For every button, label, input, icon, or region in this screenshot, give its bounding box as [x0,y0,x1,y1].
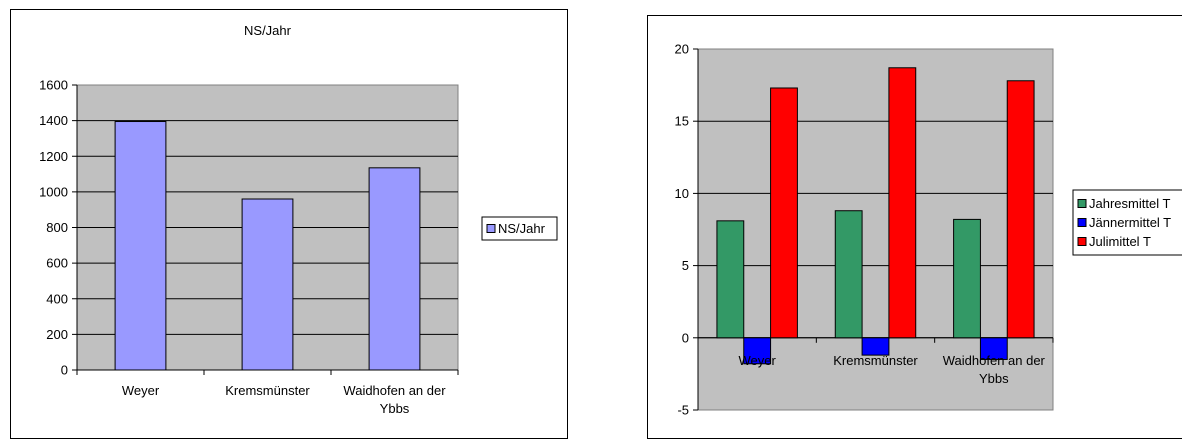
bar-ns-jahr-kremsmunster [241,198,294,371]
y-tick-label: 400 [46,291,68,306]
bar-julimittel-t-kremsmunster [888,67,917,339]
legend [1072,189,1182,256]
bar-ns-jahr-waidhofen-an-der-ybbs [368,167,421,371]
x-tick-label-kremsmunster: Kremsmünster [833,353,918,368]
x-tick-label-line: Ybbs [380,401,410,416]
y-tick-label: 5 [682,258,689,273]
y-tick-label: 1000 [39,184,68,199]
bar-ns-jahr-weyer [114,121,167,371]
bar-julimittel-t-waidhofen-an-der-ybbs [1006,80,1035,339]
y-tick-label: 200 [46,327,68,342]
y-tick-label: -5 [677,403,689,418]
bar-jahresmittel-t-waidhofen-an-der-ybbs [953,218,981,339]
x-tick-label-kremsmunster: Kremsmünster [225,383,310,398]
y-tick-label: 1400 [39,113,68,128]
x-tick-label-line: Waidhofen an der [943,353,1046,368]
legend-label-julimittel-t: Julimittel T [1089,234,1151,249]
y-tick-label: 15 [675,114,689,129]
x-tick-label-line: Ybbs [979,371,1009,386]
x-tick-label-weyer: Weyer [739,353,777,368]
chart-title: NS/Jahr [244,23,292,38]
x-tick-label-waidhofen-an-der-ybbs: Waidhofen an der Ybbs [343,383,446,416]
y-tick-label: 0 [61,363,68,378]
legend-label-jannermittel-t: Jännermittel T [1089,215,1171,230]
y-tick-label: 1600 [39,78,68,93]
chart-precipitation-svg: NS/Jahr 0 200 400 600 800 1000 1200 1400 1600 Weye… [39,23,558,416]
y-tick-label: 600 [46,256,68,271]
chart-temperature-svg: -5 0 5 10 15 20 Weyer Kremsmünster Waidhofen an … [675,42,1182,418]
chart-precipitation: NS/Jahr 0 200 400 600 800 1000 1200 1400 1600 Weye… [10,9,568,439]
x-tick-label-line: Weyer [122,383,160,398]
y-tick-label: 1200 [39,149,68,164]
legend-swatch-jannermittel-t [1077,218,1087,227]
x-tick-label-line: Kremsmünster [833,353,918,368]
x-tick-label-line: Waidhofen an der [343,383,446,398]
x-tick-label-line: Weyer [739,353,777,368]
bar-jannermittel-t-waidhofen-an-der-ybbs [979,337,1008,360]
bar-jahresmittel-t-weyer [716,220,745,339]
x-tick-label-waidhofen-an-der-ybbs: Waidhofen an der Ybbs [943,353,1046,386]
y-tick-label: 10 [675,186,689,201]
y-tick-label: 20 [675,42,689,57]
y-tick-label: 0 [682,330,689,345]
legend [481,216,558,241]
x-tick-label-weyer: Weyer [122,383,160,398]
bar-jannermittel-t-weyer [743,337,772,365]
bar-julimittel-t-weyer [770,87,798,339]
legend-label-ns-jahr: NS/Jahr [498,221,546,236]
legend-swatch-jahresmittel-t [1077,199,1087,208]
legend-label-jahresmittel-t: Jahresmittel T [1089,196,1170,211]
legend-swatch-julimittel-t [1077,237,1087,246]
bar-jahresmittel-t-kremsmunster [834,210,863,339]
x-tick-label-line: Kremsmünster [225,383,310,398]
chart-temperature: -5 0 5 10 15 20 Weyer Kremsmünster Waidhofen an … [647,15,1182,439]
legend-swatch-ns-jahr [486,224,496,233]
bar-jannermittel-t-kremsmunster [861,337,890,356]
y-tick-label: 800 [46,220,68,235]
